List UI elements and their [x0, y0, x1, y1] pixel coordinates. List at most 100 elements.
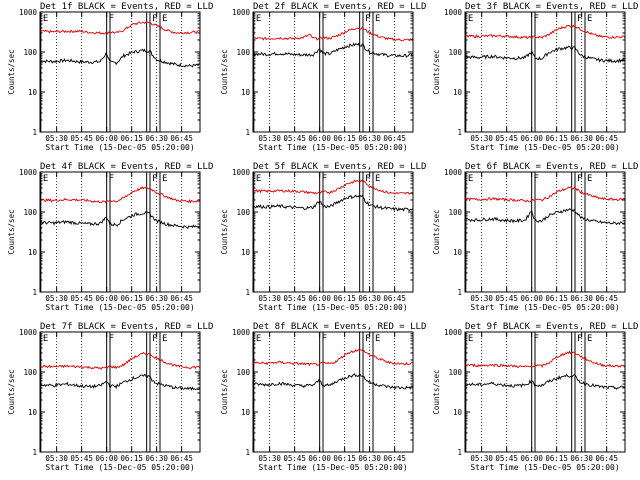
x-tick-label: 05:45: [70, 134, 93, 143]
x-axis-label: Start Time (15-Dec-05 05:20:00): [258, 143, 407, 152]
y-tick-label: 1000: [19, 168, 38, 177]
x-tick-label: 05:30: [258, 454, 281, 463]
y-tick-label: 1: [245, 128, 250, 137]
y-axis-label: Counts/sec: [220, 369, 229, 414]
x-tick-label: 06:45: [595, 454, 618, 463]
x-tick-label: 05:30: [258, 294, 281, 303]
x-tick-label: 06:00: [308, 294, 331, 303]
chart-title: Det 4f BLACK = Events, RED = LLD: [40, 162, 213, 172]
y-tick-label: 100: [236, 368, 250, 377]
plot-frame: [464, 11, 626, 133]
x-axis-label: Start Time (15-Dec-05 05:20:00): [470, 143, 619, 152]
x-tick-label: 05:45: [495, 294, 518, 303]
event-marker-label: E: [375, 14, 380, 24]
y-tick-label: 10: [241, 408, 251, 417]
event-marker-label: F: [365, 174, 370, 184]
series-line-events: [464, 208, 626, 226]
x-tick-label: 05:30: [470, 454, 493, 463]
event-marker-label: F: [322, 334, 327, 344]
y-axis-label: Counts/sec: [7, 49, 16, 94]
chart-title: Det 2f BLACK = Events, RED = LLD: [253, 2, 426, 12]
event-marker-label: E: [162, 334, 167, 344]
x-tick-label: 05:30: [45, 294, 68, 303]
y-axis-label: Counts/sec: [7, 369, 16, 414]
event-marker-label: F: [577, 14, 582, 24]
x-tick-label: 06:15: [545, 454, 568, 463]
x-tick-label: 06:45: [383, 134, 406, 143]
series-line-events: [39, 211, 201, 230]
x-tick-label: 06:45: [170, 454, 193, 463]
chart-title: Det 9f BLACK = Events, RED = LLD: [465, 322, 638, 332]
event-marker-label: E: [43, 174, 48, 184]
series-line-lld: [252, 26, 414, 42]
y-tick-label: 1: [457, 448, 462, 457]
series-line-events: [252, 372, 414, 390]
y-tick-label: 1000: [232, 8, 251, 17]
x-tick-label: 06:15: [120, 134, 143, 143]
y-tick-label: 1: [32, 448, 37, 457]
x-tick-label: 06:45: [170, 134, 193, 143]
event-marker-label: E: [468, 334, 473, 344]
y-tick-label: 100: [236, 208, 250, 217]
x-tick-label: 06:15: [120, 454, 143, 463]
series-line-lld: [464, 350, 626, 368]
event-marker-label: F: [365, 14, 370, 24]
x-tick-label: 06:30: [145, 134, 168, 143]
event-marker-label: F: [577, 334, 582, 344]
series-line-lld: [464, 186, 626, 203]
event-marker-label: E: [43, 14, 48, 24]
x-axis-label: Start Time (15-Dec-05 05:20:00): [45, 463, 194, 472]
series-line-lld: [39, 21, 201, 35]
x-tick-label: 05:45: [283, 454, 306, 463]
y-axis-label: Counts/sec: [432, 369, 441, 414]
y-axis-label: Counts/sec: [7, 209, 16, 254]
plot-frame: [39, 11, 201, 133]
chart-title: Det 1f BLACK = Events, RED = LLD: [40, 2, 213, 12]
x-tick-label: 06:30: [145, 294, 168, 303]
event-marker-label: F: [534, 334, 539, 344]
x-tick-label: 06:15: [333, 294, 356, 303]
x-tick-label: 05:45: [70, 454, 93, 463]
x-tick-label: 06:15: [333, 454, 356, 463]
y-tick-label: 1000: [19, 8, 38, 17]
y-tick-label: 10: [28, 408, 38, 417]
y-tick-label: 1: [457, 128, 462, 137]
x-tick-label: 06:30: [145, 454, 168, 463]
x-tick-label: 06:15: [545, 134, 568, 143]
series-line-events: [252, 194, 414, 212]
x-tick-label: 06:45: [383, 294, 406, 303]
event-marker-label: F: [534, 174, 539, 184]
y-tick-label: 1000: [232, 168, 251, 177]
x-axis-label: Start Time (15-Dec-05 05:20:00): [258, 303, 407, 312]
y-tick-label: 100: [23, 48, 37, 57]
event-marker-label: F: [152, 334, 157, 344]
y-tick-label: 10: [28, 88, 38, 97]
y-tick-label: 10: [241, 248, 251, 257]
x-tick-label: 05:30: [470, 134, 493, 143]
series-line-events: [464, 45, 626, 64]
event-marker-label: F: [152, 174, 157, 184]
y-tick-label: 1: [245, 288, 250, 297]
event-marker-label: E: [162, 174, 167, 184]
event-marker-label: E: [256, 334, 261, 344]
x-tick-label: 05:45: [283, 294, 306, 303]
chart-title: Det 5f BLACK = Events, RED = LLD: [253, 162, 426, 172]
chart-title: Det 8f BLACK = Events, RED = LLD: [253, 322, 426, 332]
event-marker-label: E: [375, 174, 380, 184]
x-tick-label: 05:45: [495, 454, 518, 463]
event-marker-label: F: [109, 14, 114, 24]
series-line-lld: [464, 24, 626, 40]
x-tick-label: 06:30: [358, 294, 381, 303]
series-line-lld: [39, 351, 201, 370]
event-marker-label: E: [162, 14, 167, 24]
event-marker-label: F: [109, 334, 114, 344]
x-tick-label: 05:45: [495, 134, 518, 143]
event-marker-label: F: [577, 174, 582, 184]
